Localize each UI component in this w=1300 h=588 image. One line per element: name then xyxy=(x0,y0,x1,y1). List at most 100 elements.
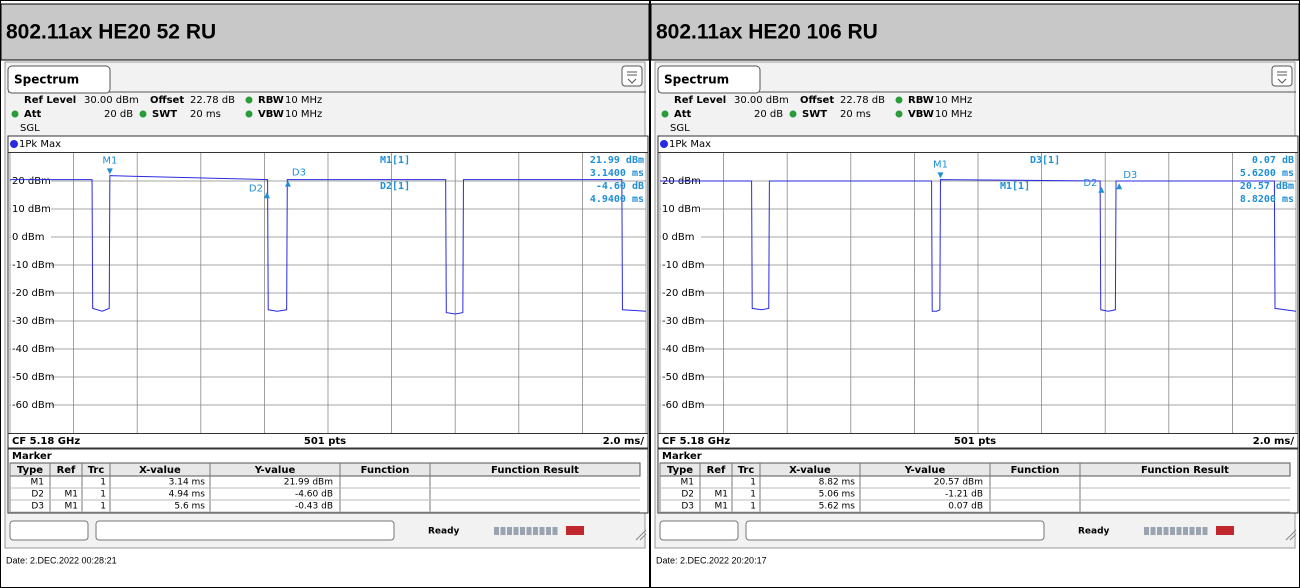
marker-label: D3 xyxy=(292,168,306,179)
y-tick-label: 0 dBm xyxy=(662,232,695,243)
progress-cell xyxy=(1150,527,1156,535)
table-cell: D2 xyxy=(31,490,44,500)
table-cell: M1 xyxy=(681,478,695,488)
tick-label-bg xyxy=(11,399,51,411)
table-cell: 1 xyxy=(100,502,106,512)
tick-label-bg xyxy=(661,259,701,271)
setting-key: Offset xyxy=(800,95,834,106)
setting-key: RBW xyxy=(908,95,934,106)
instrument-logo xyxy=(1216,526,1234,535)
setting-value: 10 MHz xyxy=(935,95,972,106)
tick-label-bg xyxy=(11,259,51,271)
delta-marker xyxy=(263,192,270,199)
status-dot xyxy=(139,110,147,118)
column-header: X-value xyxy=(139,465,181,476)
status-dot xyxy=(245,110,253,118)
progress-cell xyxy=(507,527,512,535)
table-cell: M1 xyxy=(65,490,79,500)
y-tick-label: -30 dBm xyxy=(662,316,704,327)
tick-label-bg xyxy=(661,399,701,411)
table-cell: 5.6 ms xyxy=(174,502,205,512)
tick-label-bg xyxy=(661,231,701,243)
table-cell: 21.99 dBm xyxy=(284,478,333,488)
progress-cell xyxy=(513,527,519,535)
progress-cell xyxy=(1163,527,1169,535)
table-cell: M1 xyxy=(31,478,45,488)
table-cell: M1 xyxy=(715,502,729,512)
status-box xyxy=(659,520,739,541)
progress-cell xyxy=(1176,527,1182,535)
progress-cell xyxy=(520,527,525,535)
marker xyxy=(106,168,113,175)
table-cell: 5.62 ms xyxy=(819,502,856,512)
readout-value: 0.07 dB xyxy=(1252,155,1294,166)
column-header: Trc xyxy=(88,465,105,476)
y-tick-label: -50 dBm xyxy=(662,372,704,383)
status-text: Ready xyxy=(1078,527,1110,537)
y-tick-label: -50 dBm xyxy=(12,372,54,383)
progress-cell xyxy=(546,527,551,535)
table-cell: M1 xyxy=(65,502,79,512)
y-tick-label: 0 dBm xyxy=(12,232,45,243)
table-bg xyxy=(657,448,1299,514)
table-cell: D3 xyxy=(681,502,694,512)
setting-key: RBW xyxy=(258,95,284,106)
setting-key: Offset xyxy=(150,95,184,106)
setting-key: Att xyxy=(674,109,692,120)
setting-value: 30.00 dBm xyxy=(734,95,789,106)
setting-value: 10 MHz xyxy=(935,109,972,120)
setting-value: 30.00 dBm xyxy=(84,95,139,106)
marker-label: D2 xyxy=(249,183,263,194)
center-frequency: CF 5.18 GHz xyxy=(12,436,80,447)
delta-marker xyxy=(1116,183,1123,190)
title-bar xyxy=(650,3,1300,61)
sweep-mode: SGL xyxy=(20,123,40,134)
y-tick-label: 20 dBm xyxy=(12,176,51,187)
column-header: Ref xyxy=(707,465,726,476)
panel: 802.11ax HE20 106 RU Spectrum Ref Level 30.… xyxy=(650,0,1300,588)
table-cell: 20.57 dBm xyxy=(934,478,983,488)
tick-label-bg xyxy=(11,315,51,327)
table-cell: -4.60 dB xyxy=(295,490,333,500)
progress-cell xyxy=(552,527,558,535)
table-cell: 1 xyxy=(100,478,106,488)
setting-key: Ref Level xyxy=(674,95,726,106)
sweep-points: 501 pts xyxy=(304,436,346,447)
tick-label-bg xyxy=(661,343,701,355)
setting-key: VBW xyxy=(258,109,284,120)
sweep-points: 501 pts xyxy=(954,436,996,447)
menu-icon-glyph xyxy=(627,71,637,84)
tick-label-bg xyxy=(661,371,701,383)
setting-value: 20 dB xyxy=(754,109,783,120)
capture-date: Date: 2.DEC.2022 20:20:17 xyxy=(656,555,767,565)
column-header: Function xyxy=(361,465,410,476)
menu-icon xyxy=(1271,65,1293,87)
status-dot xyxy=(245,96,253,104)
time-per-div: 2.0 ms/ xyxy=(603,436,645,447)
progress-cell xyxy=(1144,527,1149,535)
y-tick-label: -40 dBm xyxy=(662,344,704,355)
marker-label: D3 xyxy=(1123,170,1137,181)
table-title: Marker xyxy=(12,451,52,462)
status-dot xyxy=(11,110,19,118)
tab xyxy=(657,65,761,94)
status-dot xyxy=(661,110,669,118)
status-box xyxy=(95,520,395,541)
table-cell: 1 xyxy=(100,490,106,500)
title-bar xyxy=(0,3,650,61)
trace-dot xyxy=(660,140,668,148)
column-header: Ref xyxy=(57,465,76,476)
readout-position: 5.6200 ms xyxy=(1240,168,1294,179)
table-title: Marker xyxy=(662,451,702,462)
capture-date: Date: 2.DEC.2022 00:28:21 xyxy=(6,555,117,565)
status-dot xyxy=(895,110,903,118)
y-tick-label: -60 dBm xyxy=(662,400,704,411)
y-tick-label: -10 dBm xyxy=(12,260,54,271)
table-cell: 4.94 ms xyxy=(169,490,206,500)
center-frequency: CF 5.18 GHz xyxy=(662,436,730,447)
column-header: Y-value xyxy=(254,465,296,476)
setting-value: 10 MHz xyxy=(285,95,322,106)
progress-cell xyxy=(500,527,506,535)
column-header: Type xyxy=(17,465,43,476)
